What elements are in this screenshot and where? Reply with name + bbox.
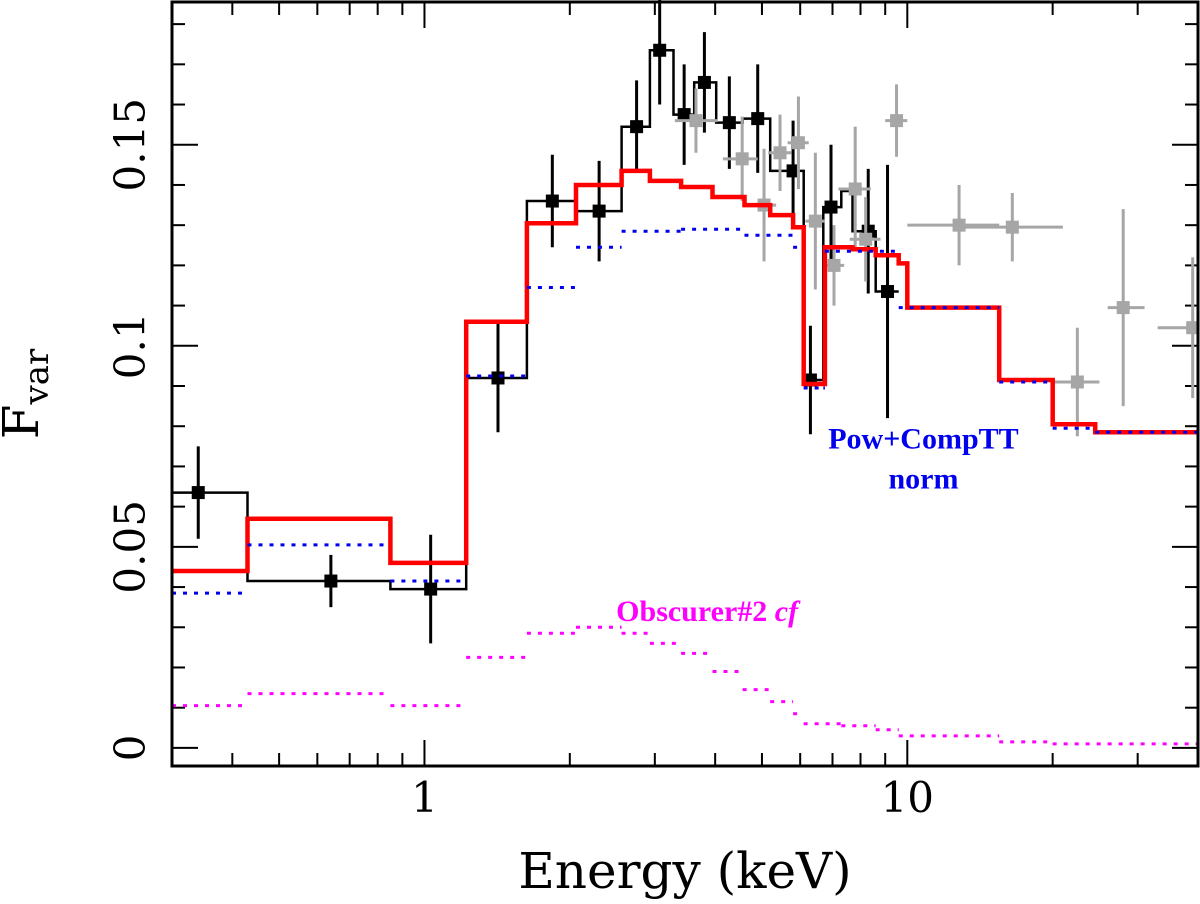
grey-data-marker xyxy=(952,218,966,232)
black-data-marker xyxy=(545,194,559,208)
y-tick-label: 0.15 xyxy=(106,98,155,192)
annotations: Pow+CompTT norm Obscurer#2 cf xyxy=(616,422,1018,628)
series-red-model xyxy=(172,168,1198,574)
grey-data-marker xyxy=(890,114,904,128)
x-tick-label: 1 xyxy=(411,773,438,822)
grey-data-marker xyxy=(1186,321,1200,335)
blue-label-line2-text: norm xyxy=(888,463,958,496)
spacer xyxy=(767,595,775,628)
black-data-marker xyxy=(191,486,205,500)
grey-data-marker xyxy=(689,114,703,128)
black-data-marker xyxy=(491,371,505,385)
black-data-marker xyxy=(881,285,895,299)
plot-frame xyxy=(170,0,1200,768)
blue-label-line1-text: Pow+CompTT xyxy=(828,422,1018,455)
grey-data-marker xyxy=(1116,301,1130,315)
black-data-marker xyxy=(653,43,667,57)
black-step-outline xyxy=(172,49,899,591)
black-data-marker xyxy=(786,164,800,178)
grey-data-marker xyxy=(859,232,873,246)
y-axis-label: Fvar xyxy=(0,348,57,439)
black-data-marker xyxy=(630,120,644,134)
grey-data-marker xyxy=(827,258,841,272)
black-data-marker xyxy=(324,574,338,588)
grey-data-marker xyxy=(808,214,822,228)
series-magenta-model xyxy=(172,625,1198,746)
grey-data-marker xyxy=(1005,220,1019,234)
series-black-data xyxy=(172,0,899,644)
black-data-marker xyxy=(592,204,606,218)
black-data-marker xyxy=(677,108,691,122)
y-tick-label: 0 xyxy=(106,735,155,762)
red-model-line xyxy=(172,168,1198,574)
grey-data-marker xyxy=(791,136,805,150)
x-tick-label: 10 xyxy=(881,773,934,822)
y-axis-label-subscript: var xyxy=(17,348,57,405)
black-data-marker xyxy=(751,112,765,126)
black-data-marker xyxy=(722,116,736,130)
blue-label-line1: Pow+CompTT xyxy=(828,422,1018,455)
axes: 0 0.05 0.1 0.15 1 10 xyxy=(106,2,1199,822)
magenta-label-suffix: cf xyxy=(775,595,801,628)
y-tick-label: 0.1 xyxy=(106,312,155,379)
y-tick-label: 0.05 xyxy=(106,500,155,594)
series-layer xyxy=(172,0,1200,746)
y-axis-label-main: F xyxy=(0,405,50,440)
grey-data-marker xyxy=(735,152,749,166)
series-blue-model xyxy=(172,227,1198,595)
series-grey-data xyxy=(674,84,1200,437)
grey-data-marker xyxy=(1070,375,1084,389)
magenta-label-text: Obscurer#2 xyxy=(616,595,767,628)
black-data-marker xyxy=(697,75,711,89)
grey-data-marker xyxy=(773,146,787,160)
grey-data-marker xyxy=(848,182,862,196)
black-data-marker xyxy=(424,582,438,596)
magenta-label: Obscurer#2 cf xyxy=(616,595,801,628)
black-data-marker xyxy=(824,200,838,214)
blue-label-line2: norm xyxy=(888,463,958,496)
x-axis-label: Energy (keV) xyxy=(518,842,851,900)
